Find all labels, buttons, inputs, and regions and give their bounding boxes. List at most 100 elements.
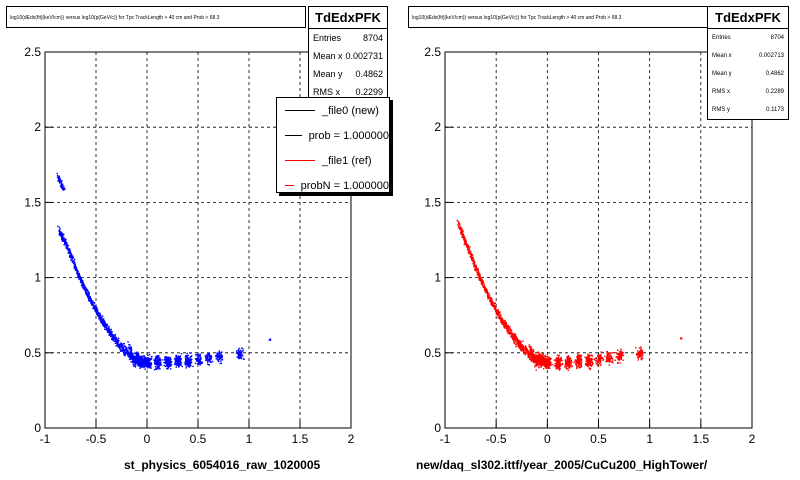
right-data-point-5-56 <box>486 293 489 296</box>
right-data-point-9-6 <box>504 325 506 327</box>
right-data-point-1-50 <box>466 245 468 247</box>
right-data-point-0-3 <box>457 226 460 229</box>
left-data-point-9-50 <box>107 329 109 332</box>
right-data-point-10-43 <box>507 325 509 327</box>
left-data-point-10-17 <box>109 329 112 331</box>
left-data-point-15-35 <box>132 365 135 367</box>
left-data-point-21-45 <box>188 363 190 366</box>
right-data-point-18-94 <box>558 356 560 358</box>
right-data-point-7-35 <box>493 308 496 310</box>
right-data-point-20-113 <box>574 359 577 361</box>
left-data-point-11-39 <box>119 348 121 350</box>
left-data-point-17-115 <box>145 362 148 364</box>
right-data-point-17-72 <box>546 365 548 367</box>
left-data-point-23-45 <box>209 355 211 357</box>
left-data-point-1-54 <box>64 239 66 241</box>
left-data-point-23-22 <box>205 354 208 356</box>
right-data-point-12-46 <box>521 348 523 351</box>
left-data-point-7-38 <box>93 302 96 304</box>
left-data-point-8-20 <box>99 312 101 315</box>
left-data-point-9-49 <box>108 330 110 333</box>
right-data-point-12-54 <box>520 346 522 348</box>
right-data-point-18-45 <box>560 364 562 366</box>
left-data-point-17-69 <box>145 359 147 362</box>
right-data-point-19-98 <box>566 356 568 358</box>
left-data-point-4-42 <box>80 280 82 282</box>
left-data-point-14-59 <box>128 348 130 350</box>
left-data-point-25-55 <box>239 356 242 358</box>
left-data-point-8-47 <box>99 316 102 319</box>
right-data-point-23-47 <box>605 359 608 362</box>
right-data-point-10-51 <box>513 342 516 344</box>
left-data-point-18-111 <box>157 362 159 365</box>
right-data-point-16-81 <box>542 368 545 370</box>
right-data-point-24-42 <box>617 361 619 364</box>
left-data-point-12-33 <box>117 339 119 341</box>
right-data-point-15-7 <box>532 357 535 359</box>
left-plot-title: log10(dEdx(fit)(keV/cm)) versus log10(p(… <box>6 6 306 28</box>
left-data-point-6-52 <box>90 302 93 304</box>
left-data-point-25-26 <box>239 353 241 356</box>
left-data-point-10-31 <box>113 340 116 342</box>
right-data-point-15-18 <box>534 358 536 361</box>
right-data-point-20-118 <box>579 354 581 356</box>
left-data-point-14-117 <box>132 355 134 358</box>
left-data-point-9-43 <box>102 321 104 323</box>
right-data-point-20-114 <box>576 355 579 358</box>
left-data-point-21-48 <box>190 360 192 363</box>
left-data-point-14-71 <box>128 344 130 346</box>
left-data-point-15-2 <box>134 356 137 358</box>
left-data-point-13-11 <box>127 355 129 357</box>
left-data-point-7-50 <box>98 318 100 320</box>
left-data-point-0-57 <box>62 233 64 236</box>
right-data-point-20-108 <box>573 361 575 364</box>
right-data-point-4-54 <box>481 279 483 282</box>
right-data-point-2-24 <box>468 247 471 250</box>
right-data-point-14-109 <box>530 351 532 353</box>
right-data-point-23-54 <box>608 357 610 359</box>
left-data-point-22-32 <box>195 354 197 356</box>
right-data-point-11-47 <box>515 338 517 340</box>
left-data-point-22-53 <box>195 362 197 364</box>
left-data-point-19-75 <box>164 356 166 358</box>
right-data-point-9-19 <box>505 321 507 323</box>
left-data-point-24-56 <box>219 357 221 360</box>
right-data-point-21-97 <box>586 364 588 366</box>
left-data-point-9-39 <box>105 324 107 327</box>
right-data-point-9-57 <box>505 327 508 329</box>
right-data-point-24-57 <box>621 356 623 358</box>
left-data-point-0-38 <box>61 234 63 237</box>
left-data-point-19-63 <box>165 360 167 362</box>
right-data-point-14-102 <box>531 353 534 355</box>
left-data-point-17-16 <box>148 365 151 367</box>
right-data-point-3-43 <box>475 270 477 272</box>
left-data-point-2-10 <box>70 259 72 261</box>
left-data-point-2-24 <box>68 248 70 250</box>
left-data-point-8-46 <box>98 312 100 315</box>
left-data-point-18-61 <box>154 369 156 371</box>
right-data-point-2-55 <box>470 256 472 258</box>
right-data-point-20-29 <box>576 352 579 354</box>
right-data-point-3-44 <box>475 264 477 267</box>
left-data-point-8-56 <box>102 319 105 321</box>
left-data-point-25-29 <box>240 351 242 353</box>
left-data-point-3-58 <box>73 262 75 264</box>
right-data-point-22-14 <box>596 364 598 366</box>
right-data-point-11-42 <box>515 336 518 339</box>
right-x-tick-label-5: 1.5 <box>692 432 709 446</box>
left-data-point-23-41 <box>210 357 212 360</box>
left-data-point-17-70 <box>149 367 151 369</box>
left-data-point-4-29 <box>82 286 84 289</box>
left-data-point-22-55 <box>199 357 202 359</box>
left-data-point-21-92 <box>186 361 188 363</box>
left-data-point-10-46 <box>108 329 110 332</box>
left-data-point-25-34 <box>236 352 239 354</box>
right-data-point-21-93 <box>588 355 591 357</box>
right-data-point-25-58 <box>641 349 643 352</box>
right-data-point-17-102 <box>544 366 546 368</box>
left-data-point-11-21 <box>117 346 119 348</box>
right-data-point-12-33 <box>520 341 522 343</box>
left-data-point-17-30 <box>145 360 147 363</box>
right-data-point-4-6 <box>479 275 481 277</box>
right-data-point-20-91 <box>578 360 581 362</box>
